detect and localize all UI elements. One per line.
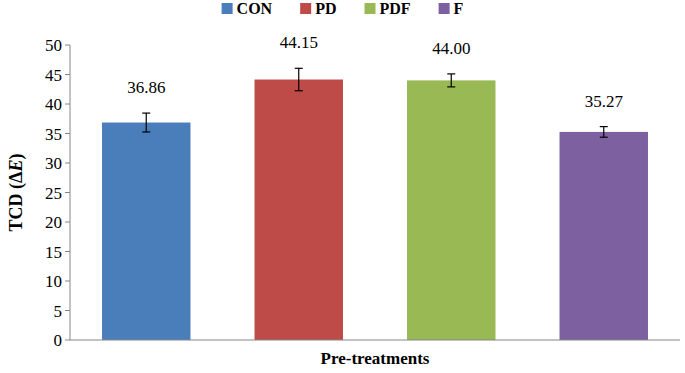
error-cap bbox=[295, 90, 303, 91]
legend-swatch bbox=[439, 3, 450, 14]
legend-swatch bbox=[365, 3, 376, 14]
legend-swatch bbox=[222, 3, 233, 14]
error-bar bbox=[447, 74, 455, 87]
y-tick bbox=[65, 133, 70, 134]
error-stem bbox=[298, 68, 299, 90]
y-tick-label: 50 bbox=[45, 36, 62, 55]
bar bbox=[560, 132, 648, 340]
y-tick bbox=[65, 251, 70, 252]
y-tick-label: 35 bbox=[45, 125, 62, 144]
y-tick-label: 30 bbox=[45, 154, 62, 173]
y-tick-label: 5 bbox=[54, 302, 63, 321]
data-label: 44.15 bbox=[280, 33, 318, 52]
legend-label: PD bbox=[315, 0, 336, 17]
y-axis-label: TCD (ΔE) bbox=[6, 154, 27, 232]
bars bbox=[102, 68, 648, 340]
y-tick-label: 25 bbox=[45, 184, 62, 203]
legend-label: CON bbox=[237, 0, 273, 17]
y-tick bbox=[65, 340, 70, 341]
y-label-part: ) bbox=[6, 154, 27, 160]
error-cap bbox=[600, 126, 608, 127]
y-tick-label: 0 bbox=[54, 331, 63, 350]
error-stem bbox=[603, 127, 604, 138]
y-tick bbox=[65, 104, 70, 105]
bar bbox=[407, 80, 495, 340]
y-tick bbox=[65, 74, 70, 75]
error-cap bbox=[142, 112, 150, 113]
data-label: 36.86 bbox=[127, 78, 165, 97]
y-tick bbox=[65, 222, 70, 223]
y-label-part: TCD (Δ bbox=[6, 172, 27, 232]
error-stem bbox=[146, 113, 147, 132]
y-tick-label: 40 bbox=[45, 95, 62, 114]
bar bbox=[255, 80, 343, 340]
y-tick bbox=[65, 163, 70, 164]
x-axis bbox=[70, 340, 680, 341]
error-bar bbox=[295, 68, 303, 90]
y-label-part: E bbox=[6, 160, 26, 173]
bar bbox=[102, 123, 190, 340]
y-tick-label: 20 bbox=[45, 213, 62, 232]
legend-label: PDF bbox=[380, 0, 411, 17]
y-tick bbox=[65, 192, 70, 193]
error-cap bbox=[142, 131, 150, 132]
x-axis-label: Pre-treatments bbox=[321, 349, 430, 368]
error-cap bbox=[295, 68, 303, 69]
y-tick-label: 45 bbox=[45, 66, 62, 85]
error-cap bbox=[447, 86, 455, 87]
y-tick-label: 10 bbox=[45, 272, 62, 291]
error-bar bbox=[142, 113, 150, 132]
y-tick-label: 15 bbox=[45, 243, 62, 262]
y-tick bbox=[65, 310, 70, 311]
legend: CON PD PDF F bbox=[222, 0, 464, 17]
chart: 0 5 10 15 20 25 30 35 40 45 50 36.86 44.15 44.00 35.27… bbox=[0, 0, 685, 373]
y-axis bbox=[70, 45, 71, 340]
error-bar bbox=[600, 127, 608, 138]
y-tick bbox=[65, 45, 70, 46]
data-label: 35.27 bbox=[585, 92, 624, 111]
error-cap bbox=[447, 73, 455, 74]
data-label: 44.00 bbox=[432, 39, 470, 58]
y-tick bbox=[65, 281, 70, 282]
error-stem bbox=[451, 74, 452, 87]
legend-swatch bbox=[300, 3, 311, 14]
legend-label: F bbox=[454, 0, 464, 17]
error-cap bbox=[600, 137, 608, 138]
